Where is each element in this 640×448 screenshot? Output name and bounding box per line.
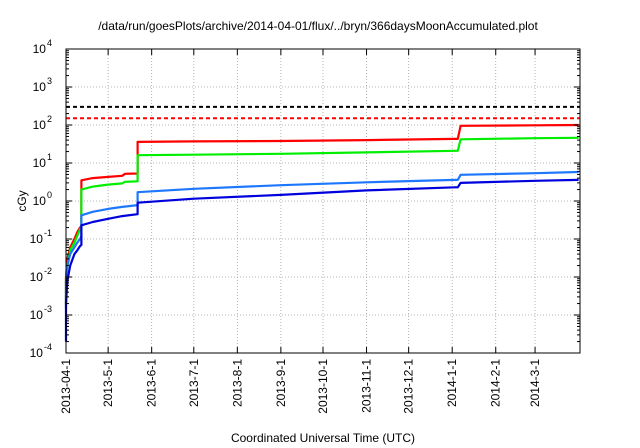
series-line: [64, 123, 579, 304]
x-tick-label: 2014-3-1: [528, 359, 542, 407]
x-tick-label: 2013-12-1: [402, 359, 416, 414]
y-tick-label: 100: [33, 190, 52, 208]
y-tick-label: 101: [33, 152, 52, 170]
y-axis-ticks: 10-4 10-3 10-2 10-1 100 101 102 103 104: [30, 38, 580, 360]
x-tick-label: 2013-11-1: [360, 359, 374, 413]
x-tick-label: 2013-7-1: [187, 359, 201, 407]
y-tick-label: 10-1: [30, 228, 52, 246]
x-tick-label: 2013-04-1: [59, 359, 73, 414]
x-tick-label: 2013-8-1: [230, 359, 244, 407]
x-tick-label: 2013-6-1: [145, 359, 159, 407]
x-tick-label: 2013-5-1: [101, 359, 115, 407]
x-tick-label: 2014-2-1: [489, 359, 503, 407]
grid-lines: [66, 49, 580, 353]
x-tick-label: 2013-9-1: [274, 359, 288, 407]
y-axis-label: cGy: [15, 190, 29, 211]
x-axis-label: Coordinated Universal Time (UTC): [231, 431, 415, 445]
y-tick-label: 102: [33, 114, 52, 132]
data-series: [64, 105, 580, 342]
x-tick-label: 2014-1-1: [445, 359, 459, 407]
y-tick-label: 103: [33, 76, 52, 94]
series-line: [64, 178, 579, 342]
series-line: [64, 170, 579, 309]
series-line: [64, 136, 579, 304]
y-tick-label: 10-4: [30, 342, 52, 360]
x-axis-ticks: 2013-04-1 2013-5-1 2013-6-1 2013-7-1 2013-8-…: [59, 49, 542, 414]
chart-title: /data/run/goesPlots/archive/2014-04-01/f…: [98, 19, 538, 33]
y-tick-label: 104: [33, 38, 52, 56]
y-tick-label: 10-3: [30, 304, 52, 322]
y-tick-label: 10-2: [30, 266, 52, 284]
x-tick-label: 2013-10-1: [316, 359, 330, 414]
